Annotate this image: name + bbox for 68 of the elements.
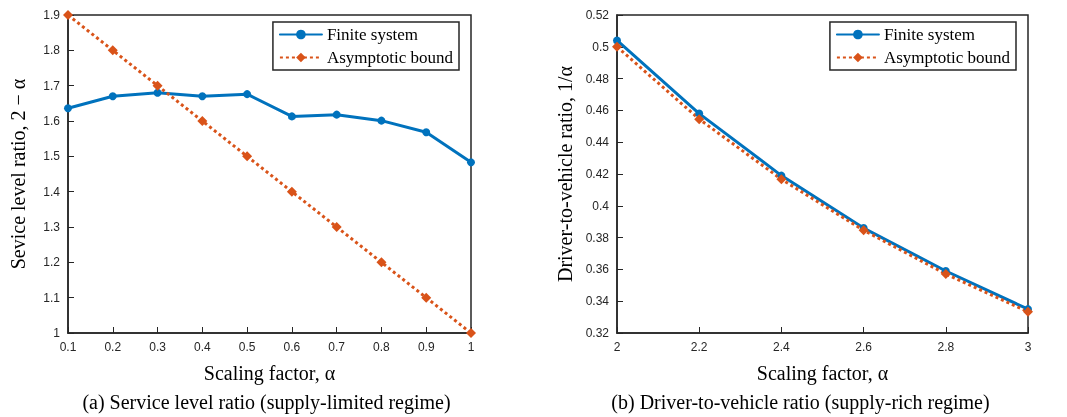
x-tick-label: 2.4 [773,340,791,354]
x-tick-label: 3 [1024,340,1032,354]
point [940,269,951,280]
y-tick-label: 0.32 [585,326,610,340]
point [377,116,386,125]
legend-label: Asymptotic bound [326,48,454,67]
point [243,90,252,99]
legend-label: Asymptotic bound [883,48,1011,67]
y-axis-title: Sevice level ratio, 2 − α [7,78,29,270]
point [64,104,72,113]
x-tick-label: 0.3 [149,340,167,354]
x-tick-label: 0.1 [59,340,77,354]
y-tick-label: 1.3 [43,220,61,234]
point [694,114,705,125]
point [612,41,622,52]
point [331,222,342,232]
y-tick-label: 1.4 [43,184,61,199]
y-tick-label: 0.52 [585,8,610,22]
legend-label: Finite system [883,25,976,44]
point [421,292,432,303]
x-tick-label: 2 [613,340,621,354]
text: (a) Service level ratio (supply-limited regime) [82,391,451,414]
y-tick-label: 0.36 [585,262,610,277]
y-tick-label: 0.44 [585,135,610,150]
y-axis-title: Driver-to-vehicle ratio, 1/α [553,65,576,283]
x-tick-label: 2.6 [855,340,873,354]
point [152,80,163,91]
point [242,151,253,162]
point [197,116,208,126]
point [467,158,475,167]
x-tick-label: 0.2 [104,340,122,354]
y-tick-label: 1 [53,326,61,340]
point [332,110,341,119]
y-tick-label: 0.42 [585,167,610,181]
legend-label: Finite system [326,25,419,44]
y-tick-label: 0.34 [585,294,610,309]
text: (b) Driver-to-vehicle ratio (supply-rich regime) [611,391,990,414]
y-tick-label: 0.48 [585,71,610,86]
x-tick-label: 0.9 [417,340,435,354]
y-tick-label: 1.6 [43,114,61,128]
x-tick-label: 0.6 [283,340,301,354]
point [776,174,787,185]
y-tick-label: 0.5 [592,39,610,54]
x-axis-title: Scaling factor, α [756,362,889,385]
x-tick-label: 2.2 [690,340,708,354]
y-tick-label: 1.5 [43,149,61,164]
x-tick-label: 0.5 [238,340,256,354]
y-tick-label: 1.8 [43,43,61,58]
y-tick-label: 0.46 [585,103,610,118]
point [287,112,296,121]
y-tick-label: 1.7 [43,78,61,93]
x-axis-title: Scaling factor, α [203,362,336,385]
y-tick-label: 1.1 [43,290,61,305]
y-tick-label: 0.38 [585,230,610,245]
x-tick-label: 0.7 [328,340,346,354]
point [198,92,207,101]
x-tick-label: 1 [467,340,475,354]
x-tick-label: 0.4 [193,340,211,354]
y-tick-label: 0.4 [592,198,610,213]
y-tick-label: 1.2 [43,255,61,270]
point [376,257,387,268]
x-tick-label: 2.8 [937,340,955,354]
x-tick-label: 0.8 [373,340,391,354]
point [107,45,118,56]
point [108,92,117,101]
y-tick-label: 1.9 [43,8,61,22]
point [286,186,297,197]
point [422,128,431,137]
